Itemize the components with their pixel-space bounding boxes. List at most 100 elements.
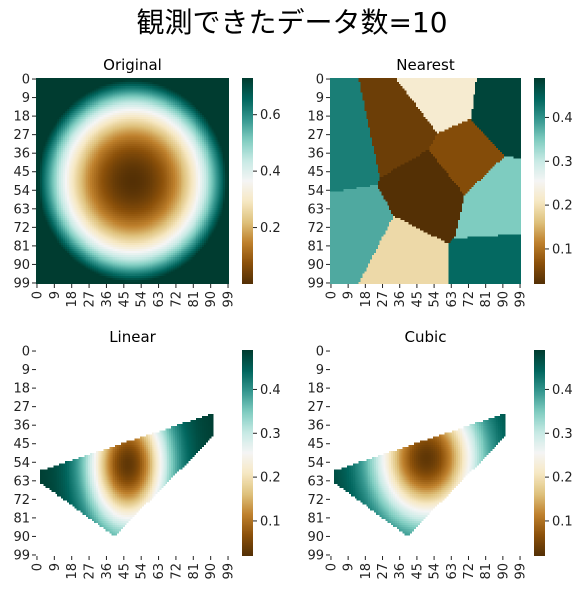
- y-tick-label: 36: [13, 419, 30, 434]
- y-tick-label: 81: [307, 511, 324, 526]
- y-tick-label: 18: [13, 382, 30, 397]
- panel-title: Nearest: [396, 56, 455, 74]
- y-tick-label: 0: [316, 73, 324, 88]
- y-tick-label: 27: [307, 400, 324, 415]
- colorbar: [534, 78, 545, 284]
- x-tick-label: 99: [514, 563, 529, 580]
- x-tick-label: 36: [393, 291, 408, 308]
- panel-title: Original: [103, 56, 162, 74]
- y-tick-label: 72: [13, 493, 30, 508]
- colorbar-tick-label: 0.2: [552, 199, 573, 214]
- y-tick-label: 72: [13, 221, 30, 236]
- colorbar-tick-label: 0.1: [552, 242, 573, 257]
- y-tick-label: 18: [13, 110, 30, 125]
- y-tick-label: 0: [316, 345, 324, 360]
- y-tick-label: 90: [307, 530, 324, 545]
- y-tick-label: 9: [316, 91, 324, 106]
- y-tick-label: 27: [13, 400, 30, 415]
- x-tick-label: 36: [100, 291, 115, 308]
- y-tick-label: 27: [307, 128, 324, 143]
- colorbar-tick-label: 0.4: [260, 383, 281, 398]
- y-tick-label: 36: [13, 147, 30, 162]
- colorbar-tick-label: 0.4: [552, 111, 573, 126]
- y-tick-label: 0: [22, 345, 30, 360]
- x-tick-label: 90: [496, 291, 511, 308]
- y-tick-label: 63: [13, 474, 30, 489]
- x-tick-label: 36: [100, 563, 115, 580]
- x-tick-label: 72: [462, 291, 477, 308]
- colorbar: [242, 78, 253, 284]
- y-tick-label: 99: [13, 548, 30, 563]
- x-tick-label: 9: [342, 291, 357, 299]
- heatmap-cells: [36, 350, 229, 556]
- x-tick-label: 81: [479, 563, 494, 580]
- panel-title: Cubic: [405, 328, 447, 346]
- y-tick-label: 45: [13, 437, 30, 452]
- y-tick-label: 90: [13, 530, 30, 545]
- x-tick-label: 0: [324, 563, 339, 571]
- y-tick-label: 81: [13, 239, 30, 254]
- x-tick-label: 45: [410, 563, 425, 580]
- figure-suptitle: 観測できたデータ数=10: [136, 6, 447, 39]
- y-tick-label: 63: [307, 474, 324, 489]
- x-tick-label: 72: [169, 291, 184, 308]
- colorbar-tick-label: 0.1: [552, 514, 573, 529]
- x-tick-label: 45: [117, 563, 132, 580]
- x-tick-label: 0: [30, 563, 45, 571]
- y-tick-label: 45: [307, 165, 324, 180]
- y-tick-label: 63: [13, 202, 30, 217]
- x-tick-label: 27: [376, 563, 391, 580]
- x-tick-label: 81: [187, 563, 202, 580]
- x-tick-label: 63: [152, 563, 167, 580]
- x-tick-label: 99: [222, 291, 237, 308]
- colorbar: [534, 350, 545, 556]
- x-tick-label: 63: [445, 291, 460, 308]
- y-tick-label: 36: [307, 419, 324, 434]
- x-tick-label: 90: [204, 563, 219, 580]
- x-tick-label: 0: [30, 291, 45, 299]
- x-tick-label: 36: [393, 563, 408, 580]
- x-tick-label: 54: [135, 563, 150, 580]
- y-tick-label: 81: [13, 511, 30, 526]
- x-tick-label: 99: [514, 291, 529, 308]
- x-tick-label: 9: [342, 563, 357, 571]
- x-tick-label: 27: [83, 563, 98, 580]
- x-tick-label: 54: [135, 291, 150, 308]
- y-tick-label: 72: [307, 493, 324, 508]
- x-tick-label: 45: [410, 291, 425, 308]
- y-tick-label: 9: [316, 363, 324, 378]
- y-tick-label: 27: [13, 128, 30, 143]
- colorbar-tick-label: 0.4: [260, 165, 281, 180]
- y-tick-label: 18: [307, 382, 324, 397]
- x-tick-label: 63: [152, 291, 167, 308]
- y-tick-label: 0: [22, 73, 30, 88]
- colorbar: [242, 350, 253, 556]
- y-tick-label: 63: [307, 202, 324, 217]
- y-tick-label: 45: [307, 437, 324, 452]
- heatmap-cells: [36, 78, 229, 284]
- y-tick-label: 99: [13, 276, 30, 291]
- x-tick-label: 72: [169, 563, 184, 580]
- x-tick-label: 27: [376, 291, 391, 308]
- x-tick-label: 81: [187, 291, 202, 308]
- x-tick-label: 18: [359, 291, 374, 308]
- x-tick-label: 9: [48, 563, 63, 571]
- colorbar-tick-label: 0.1: [260, 514, 281, 529]
- x-tick-label: 18: [65, 563, 80, 580]
- x-tick-label: 0: [324, 291, 339, 299]
- colorbar-tick-label: 0.2: [552, 471, 573, 486]
- colorbar-tick-label: 0.4: [552, 383, 573, 398]
- y-tick-label: 54: [13, 184, 30, 199]
- x-tick-label: 63: [445, 563, 460, 580]
- colorbar-tick-label: 0.3: [552, 427, 573, 442]
- y-tick-label: 90: [13, 258, 30, 273]
- y-tick-label: 45: [13, 165, 30, 180]
- x-tick-label: 54: [428, 291, 443, 308]
- x-tick-label: 72: [462, 563, 477, 580]
